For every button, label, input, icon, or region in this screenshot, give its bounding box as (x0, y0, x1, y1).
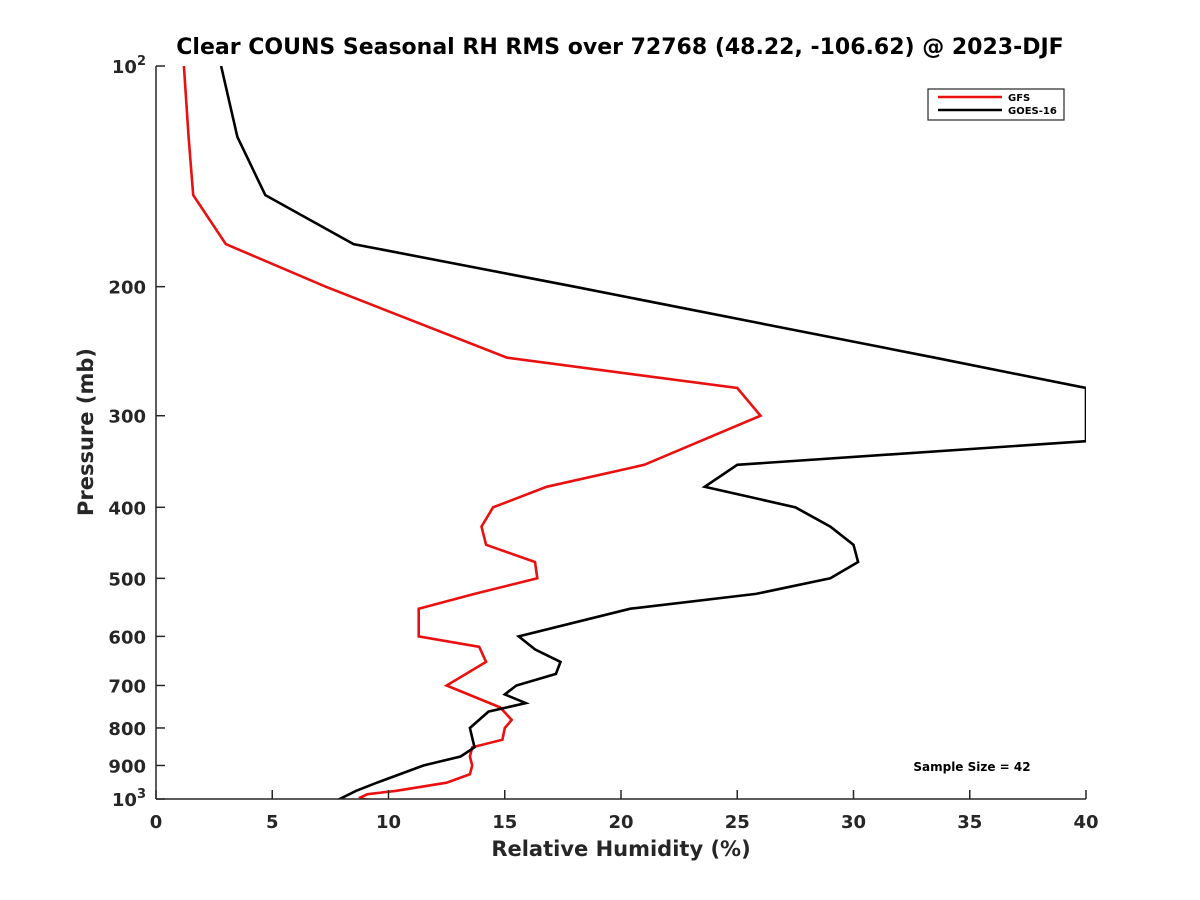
y-tick-label: 200 (108, 278, 146, 299)
legend-box (927, 88, 1065, 121)
x-tick-label: 40 (1073, 812, 1098, 833)
x-tick-label: 10 (376, 812, 401, 833)
legend-label-goes16: GOES-16 (1008, 106, 1057, 117)
y-tick-label: 800 (108, 719, 146, 740)
y-tick-label: 102 (112, 54, 146, 78)
y-ticks: 102 200 300 400 500 600 700 800 900 103 (108, 54, 165, 811)
y-tick-label: 500 (108, 569, 146, 590)
x-ticks: 0 5 10 15 20 25 30 35 40 (150, 790, 1099, 833)
x-tick-label: 5 (266, 812, 279, 833)
y-axis-label: Pressure (mb) (74, 348, 98, 516)
y-tick-label: 700 (108, 676, 146, 697)
y-tick-label: 300 (108, 407, 146, 428)
legend-label-gfs: GFS (1008, 93, 1030, 104)
x-axis-label: Relative Humidity (%) (491, 837, 750, 861)
legend: GFS GOES-16 (927, 88, 1065, 121)
x-tick-label: 15 (492, 812, 517, 833)
plot-area-frame (156, 66, 1086, 799)
x-tick-label: 30 (841, 812, 866, 833)
series-layer (182, 66, 1086, 799)
x-tick-label: 25 (725, 812, 750, 833)
series-line-goes16 (219, 66, 1086, 799)
y-tick-label: 600 (108, 627, 146, 648)
x-tick-label: 20 (608, 812, 633, 833)
x-tick-label: 35 (957, 812, 982, 833)
y-tick-label: 103 (112, 787, 146, 811)
x-tick-label: 0 (150, 812, 163, 833)
y-tick-label: 400 (108, 498, 146, 519)
series-line-gfs (182, 66, 763, 799)
chart-title: Clear COUNS Seasonal RH RMS over 72768 (… (176, 35, 1063, 60)
y-tick-label: 900 (108, 756, 146, 777)
sample-size-annotation: Sample Size = 42 (913, 760, 1030, 774)
